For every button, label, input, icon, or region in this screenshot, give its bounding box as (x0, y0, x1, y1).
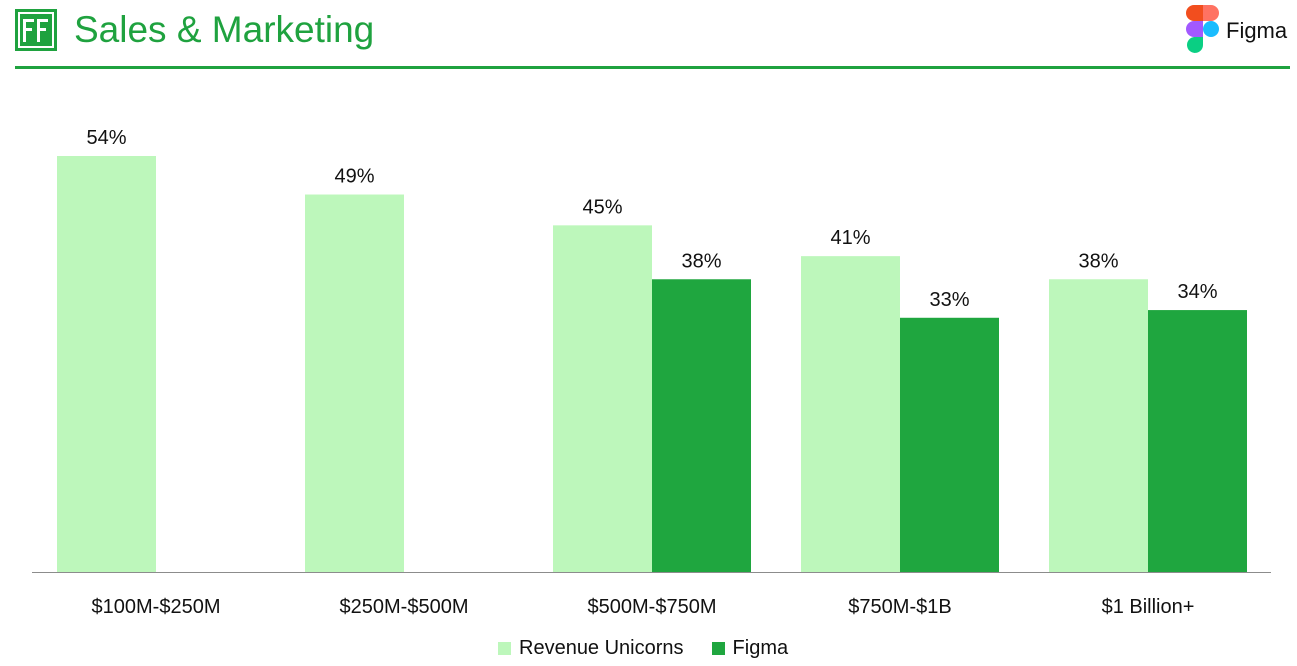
data-label-figma-2: 38% (681, 250, 721, 272)
header: Sales & Marketing Figma (0, 0, 1297, 70)
legend-swatch-figma (711, 641, 725, 655)
legend-label-figma: Figma (732, 636, 789, 659)
ff-logo-icon (15, 9, 57, 51)
x-tick-label-2: $500M-$750M (588, 596, 717, 618)
legend-item-figma: Figma (711, 636, 789, 660)
data-label-revenue-unicorns-2: 45% (582, 196, 622, 218)
bar-revenue-unicorns-1 (305, 194, 404, 572)
x-tick-label-1: $250M-$500M (340, 596, 469, 618)
bar-figma-2 (652, 279, 751, 572)
bar-chart: 54% $100M-$250M 49% $250M-$500M 45% 38% $500M-… (32, 127, 1271, 618)
data-label-revenue-unicorns-0: 54% (86, 127, 126, 149)
x-tick-label-0: $100M-$250M (92, 596, 221, 618)
page-title: Sales & Marketing (74, 9, 375, 50)
legend-item-revenue-unicorns: Revenue Unicorns (498, 637, 684, 660)
bar-revenue-unicorns-2 (553, 225, 652, 573)
x-tick-label-4: $1 Billion+ (1102, 596, 1195, 618)
legend-swatch-revenue-unicorns (498, 641, 511, 655)
bar-revenue-unicorns-4 (1049, 279, 1148, 572)
data-label-revenue-unicorns-1: 49% (334, 166, 374, 188)
bar-figma-4 (1148, 310, 1247, 572)
bar-revenue-unicorns-0 (57, 156, 156, 572)
data-label-revenue-unicorns-3: 41% (830, 227, 870, 249)
x-tick-label-3: $750M-$1B (848, 596, 951, 618)
figma-logo-icon (1186, 5, 1219, 53)
data-label-revenue-unicorns-4: 38% (1078, 250, 1118, 272)
data-label-figma-4: 34% (1177, 281, 1217, 303)
bar-revenue-unicorns-3 (801, 256, 900, 572)
brand: Figma (1186, 5, 1296, 55)
legend-label-revenue-unicorns: Revenue Unicorns (519, 636, 684, 659)
chart-legend: Revenue Unicorns Figma (498, 634, 816, 662)
header-divider (15, 66, 1290, 69)
brand-name: Figma (1226, 18, 1288, 43)
data-label-figma-3: 33% (929, 289, 969, 311)
bar-figma-3 (900, 317, 999, 572)
